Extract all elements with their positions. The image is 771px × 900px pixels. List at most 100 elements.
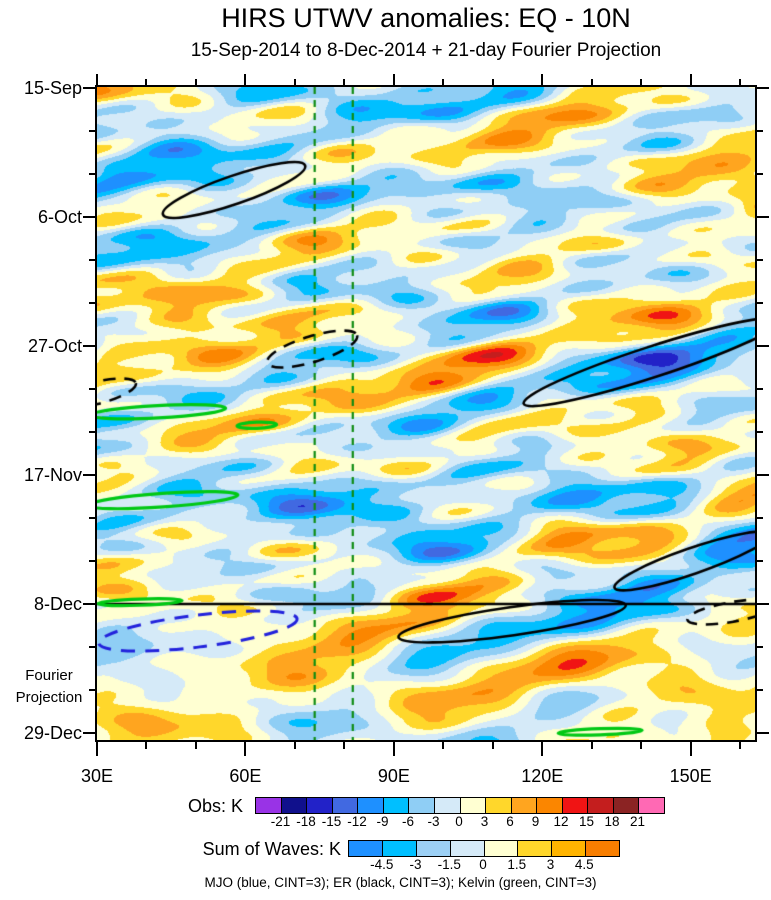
y-tick-label: 17-Nov <box>23 465 82 485</box>
axis-tick <box>640 79 642 85</box>
axis-tick <box>83 345 95 347</box>
axis-tick <box>294 79 296 85</box>
axis-tick <box>757 345 769 347</box>
y-tick-label: 15-Sep <box>23 78 82 98</box>
x-tick-label: 30E <box>80 766 114 786</box>
x-tick-label: 150E <box>669 766 712 786</box>
axis-tick <box>145 79 147 85</box>
colorbar-cell <box>416 841 451 856</box>
axis-tick <box>294 742 296 749</box>
colorbar-cell <box>562 798 589 813</box>
axis-tick <box>690 74 692 85</box>
page-subtitle: 15-Sep-2014 to 8-Dec-2014 + 21-day Fouri… <box>190 40 662 61</box>
colorbar-cell <box>460 798 487 813</box>
colorbar-cell <box>409 798 435 813</box>
y-tick-label: 27-Oct <box>27 336 82 356</box>
axis-tick <box>89 560 95 562</box>
colorbar-cell <box>382 841 417 856</box>
y-tick-label: 8-Dec <box>33 594 82 614</box>
colorbar-cell <box>537 798 563 813</box>
axis-tick <box>89 517 95 519</box>
axis-tick <box>83 474 95 476</box>
axis-tick <box>442 79 444 85</box>
colorbar-tick-label: 3 <box>546 857 555 872</box>
axis-tick <box>89 431 95 433</box>
x-tick-label: 90E <box>377 766 410 786</box>
axis-tick <box>757 517 763 519</box>
axis-tick <box>244 74 246 85</box>
axis-tick <box>244 742 246 756</box>
colorbar-tick-label: -3 <box>427 814 440 829</box>
axis-tick <box>343 742 345 749</box>
axis-tick <box>757 603 769 605</box>
obs-colorbar-label: Obs: K <box>187 796 243 816</box>
colorbar-cell <box>586 841 619 856</box>
axis-tick <box>739 742 741 749</box>
colorbar-cell <box>511 798 538 813</box>
colorbar-cell <box>486 798 512 813</box>
colorbar-cell <box>613 798 640 813</box>
axis-tick <box>195 79 197 85</box>
waves-colorbar <box>348 840 620 857</box>
colorbar-tick-label: 0 <box>455 814 463 829</box>
colorbar-tick-label: -18 <box>296 814 316 829</box>
colorbar-cell <box>484 841 519 856</box>
y-tick-label: 6-Oct <box>37 207 82 227</box>
colorbar-cell <box>256 798 282 813</box>
colorbar-tick-label: 3 <box>480 814 489 829</box>
axis-tick <box>757 87 769 89</box>
axis-tick <box>757 689 763 691</box>
axis-tick <box>83 603 95 605</box>
axis-tick <box>89 388 95 390</box>
axis-tick <box>541 74 543 85</box>
colorbar-cell <box>349 841 383 856</box>
colorbar-tick-label: -3 <box>409 857 422 872</box>
axis-tick <box>96 74 98 85</box>
colorbar-cell <box>307 798 333 813</box>
colorbar-tick-label: 21 <box>629 814 646 829</box>
axis-tick <box>541 742 543 756</box>
colorbar-tick-label: 15 <box>578 814 595 829</box>
colorbar-tick-label: 1.5 <box>507 857 527 872</box>
axis-tick <box>343 79 345 85</box>
axis-tick <box>757 560 763 562</box>
axis-tick <box>591 79 593 85</box>
axis-tick <box>757 646 763 648</box>
axis-tick <box>757 259 763 261</box>
colorbar-tick-label: 0 <box>479 857 487 872</box>
axis-tick <box>89 130 95 132</box>
colorbar-tick-label: -9 <box>376 814 389 829</box>
axis-tick <box>145 742 147 749</box>
axis-tick <box>89 259 95 261</box>
colorbar-cell <box>588 798 614 813</box>
axis-tick <box>757 302 763 304</box>
colorbar-cell <box>639 798 664 813</box>
axis-tick <box>739 79 741 85</box>
colorbar-tick-label: -1.5 <box>437 857 461 872</box>
fourier-projection-line1: Fourier <box>25 667 73 684</box>
axis-tick <box>757 431 763 433</box>
axis-tick <box>757 388 763 390</box>
axis-tick <box>393 742 395 756</box>
colorbar-cell <box>358 798 384 813</box>
axis-tick <box>89 173 95 175</box>
axis-tick <box>83 732 95 734</box>
axis-tick <box>640 742 642 749</box>
colorbar-cell <box>450 841 485 856</box>
colorbar-cell <box>518 841 553 856</box>
colorbar-tick-label: 9 <box>531 814 540 829</box>
axis-tick <box>591 742 593 749</box>
colorbar-cell <box>552 841 587 856</box>
colorbar-cell <box>434 798 461 813</box>
axis-tick <box>757 130 763 132</box>
colorbar-tick-label: 6 <box>506 814 514 829</box>
colorbar-cell <box>383 798 410 813</box>
colorbar-tick-label: -21 <box>270 814 291 829</box>
x-tick-label: 60E <box>229 766 262 786</box>
waves-colorbar-label: Sum of Waves: K <box>202 839 341 859</box>
axis-tick <box>492 79 494 85</box>
fourier-projection-label: Fourier Projection <box>2 665 96 709</box>
axis-tick <box>757 732 769 734</box>
axis-tick <box>442 742 444 749</box>
colorbar-tick-label: -4.5 <box>370 857 394 872</box>
